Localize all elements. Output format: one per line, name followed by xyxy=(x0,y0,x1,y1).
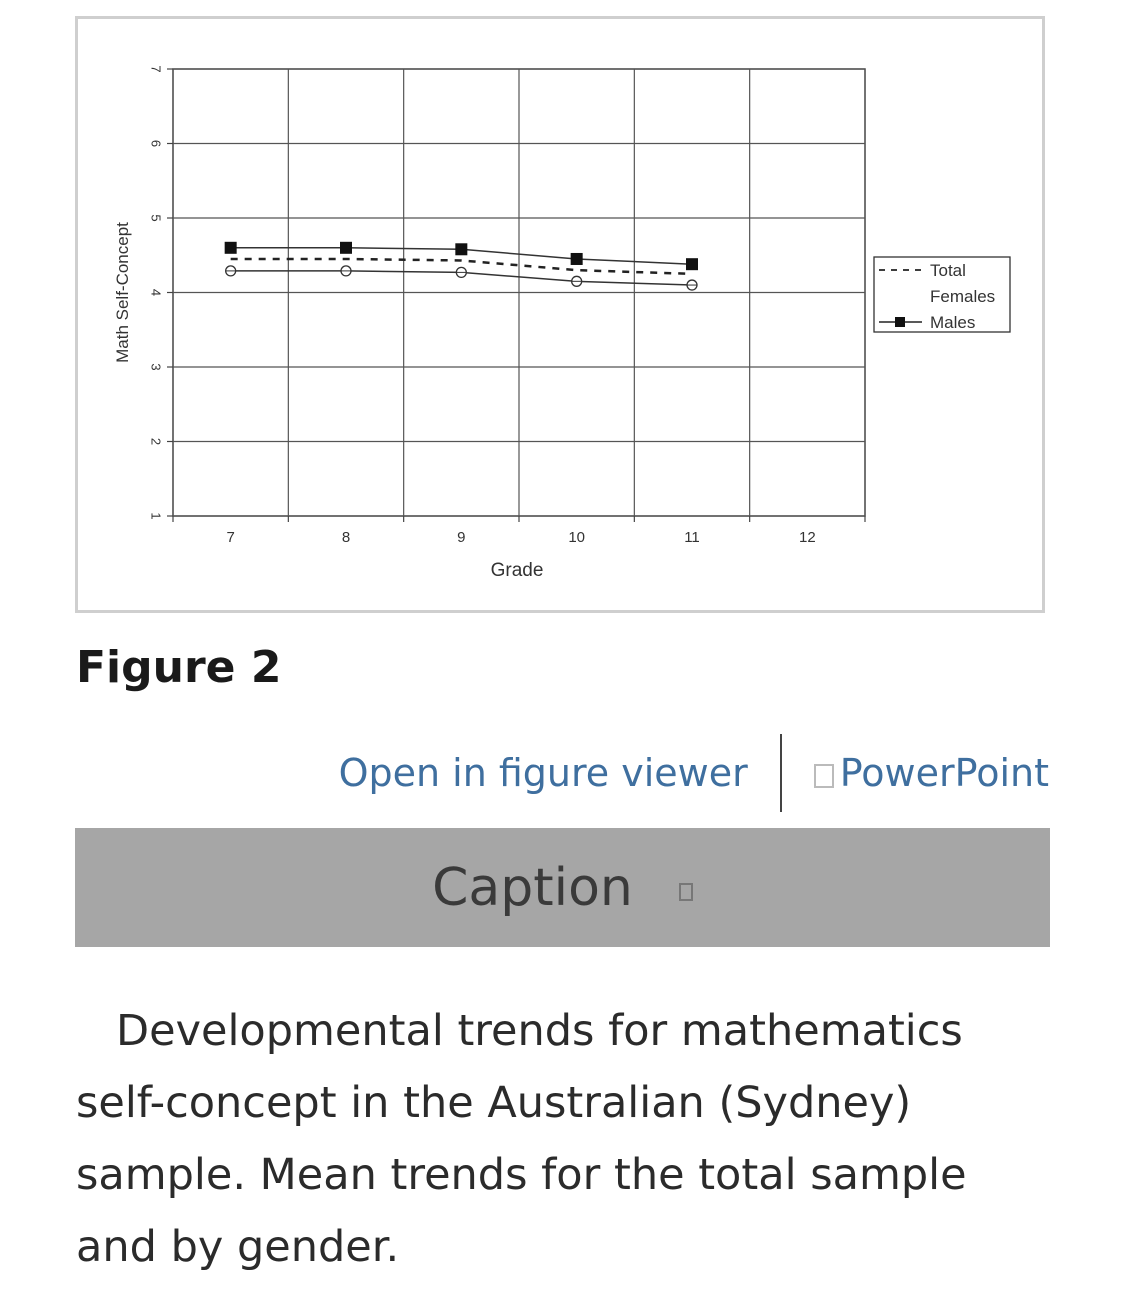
data-point-males xyxy=(455,243,468,256)
powerpoint-label: PowerPoint xyxy=(839,751,1049,795)
link-divider xyxy=(779,734,782,812)
legend-label-females: Females xyxy=(930,287,995,306)
data-point-males xyxy=(686,258,698,271)
x-tick-label: 12 xyxy=(799,529,816,546)
data-point-males xyxy=(570,252,583,265)
open-figure-viewer-link[interactable]: Open in figure viewer xyxy=(338,751,748,795)
data-point-males xyxy=(340,241,352,254)
caption-toggle-button[interactable]: Caption xyxy=(75,828,1050,947)
data-point-males xyxy=(224,241,237,254)
y-tick-label: 4 xyxy=(149,289,164,296)
y-tick-label: 2 xyxy=(149,438,164,445)
y-tick-label: 6 xyxy=(149,140,164,147)
x-tick-label: 10 xyxy=(568,529,585,546)
series xyxy=(224,241,698,291)
y-tick-label: 5 xyxy=(149,214,164,221)
legend-label-total: Total xyxy=(930,261,966,280)
powerpoint-link[interactable]: PowerPoint xyxy=(813,751,1049,795)
x-tick-label: 9 xyxy=(457,529,465,546)
figure-label: Figure 2 xyxy=(76,642,282,693)
x-tick-label: 11 xyxy=(684,529,700,546)
y-tick-label: 7 xyxy=(149,65,164,72)
x-axis-title: Grade xyxy=(491,560,544,581)
y-axis-title: Math Self-Concept xyxy=(113,222,132,363)
grid xyxy=(172,68,866,517)
figure-image: 1 2 3 4 5 6 7 7 8 9 10 11 12 Grade Math Self-Concept T… xyxy=(75,16,1045,613)
legend-label-males: Males xyxy=(930,313,975,332)
caption-text: Developmental trends for mathematics sel… xyxy=(76,1006,967,1272)
legend-marker-males xyxy=(895,317,905,327)
figure-links: Open in figure viewer PowerPoint xyxy=(339,734,1049,812)
y-tick-label: 1 xyxy=(149,512,164,519)
series-line-total xyxy=(230,257,693,276)
x-tick-label: 7 xyxy=(226,529,234,546)
powerpoint-box-icon xyxy=(813,764,834,788)
legend: Total Females Males xyxy=(873,256,1011,333)
caption-heading: Caption xyxy=(432,857,633,918)
y-tick-label: 3 xyxy=(149,363,164,370)
x-tick-label: 8 xyxy=(342,529,350,546)
caption-toggle-box-icon xyxy=(678,882,693,901)
